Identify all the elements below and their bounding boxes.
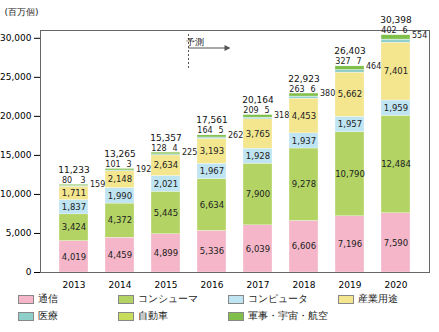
svg-text:2017: 2017: [247, 280, 270, 290]
svg-text:5: 5: [218, 126, 223, 135]
svg-text:2,634: 2,634: [154, 160, 178, 170]
svg-text:5,662: 5,662: [338, 89, 362, 99]
svg-text:20,164: 20,164: [242, 95, 274, 105]
svg-text:159: 159: [90, 180, 105, 189]
svg-text:11,233: 11,233: [58, 165, 90, 175]
svg-text:3,193: 3,193: [200, 146, 224, 156]
svg-text:9,278: 9,278: [292, 179, 316, 189]
svg-text:3,424: 3,424: [62, 222, 86, 232]
svg-text:262: 262: [228, 131, 243, 140]
svg-text:予測: 予測: [186, 37, 204, 47]
svg-text:128: 128: [151, 144, 166, 153]
svg-text:1,967: 1,967: [200, 166, 224, 176]
svg-text:4,372: 4,372: [108, 215, 132, 225]
svg-text:464: 464: [366, 62, 381, 71]
html-text:コンシューマ: コンシューマ: [138, 293, 198, 304]
svg-text:5: 5: [264, 106, 269, 115]
html-text:通信: 通信: [38, 293, 58, 304]
svg-text:2,148: 2,148: [108, 174, 132, 184]
svg-text:263: 263: [289, 85, 304, 94]
svg-text:327: 327: [335, 57, 350, 66]
svg-text:1,837: 1,837: [62, 202, 86, 212]
svg-text:380: 380: [320, 89, 335, 98]
html-text:コンピュータ: コンピュータ: [248, 293, 308, 304]
svg-text:554: 554: [412, 31, 427, 40]
svg-text:(百万個): (百万個): [5, 7, 39, 17]
svg-text:2019: 2019: [339, 280, 362, 290]
svg-text:10,000: 10,000: [0, 189, 32, 199]
svg-text:225: 225: [182, 148, 197, 157]
svg-text:5,445: 5,445: [154, 208, 178, 218]
svg-text:3,765: 3,765: [246, 129, 270, 139]
svg-text:22,923: 22,923: [288, 74, 320, 84]
svg-text:3: 3: [80, 176, 85, 185]
svg-text:1,990: 1,990: [108, 191, 132, 201]
svg-text:26,403: 26,403: [334, 46, 366, 56]
svg-text:1,959: 1,959: [384, 103, 408, 113]
svg-text:4,459: 4,459: [108, 250, 132, 260]
svg-text:3: 3: [126, 160, 131, 169]
html-text:医療: 医療: [38, 310, 58, 321]
svg-text:6: 6: [310, 85, 315, 94]
svg-text:164: 164: [197, 126, 212, 135]
svg-text:30,000: 30,000: [0, 33, 32, 43]
svg-text:2018: 2018: [293, 280, 316, 290]
svg-text:5,000: 5,000: [6, 228, 32, 238]
svg-text:7,401: 7,401: [384, 66, 408, 76]
svg-text:7,590: 7,590: [384, 238, 408, 248]
svg-text:2015: 2015: [155, 280, 178, 290]
svg-text:318: 318: [274, 111, 289, 120]
svg-text:2014: 2014: [109, 280, 132, 290]
svg-text:15,357: 15,357: [150, 133, 182, 143]
svg-text:1,928: 1,928: [246, 151, 270, 161]
svg-text:2020: 2020: [385, 280, 408, 290]
svg-text:30,398: 30,398: [380, 15, 412, 25]
svg-text:2013: 2013: [63, 280, 86, 290]
svg-text:6,039: 6,039: [246, 244, 270, 254]
svg-text:4,019: 4,019: [62, 252, 86, 262]
svg-text:7: 7: [356, 57, 361, 66]
svg-text:192: 192: [136, 165, 151, 174]
svg-text:20,000: 20,000: [0, 111, 32, 121]
svg-text:25,000: 25,000: [0, 72, 32, 82]
svg-text:6,606: 6,606: [292, 241, 316, 251]
svg-text:7,196: 7,196: [338, 239, 362, 249]
svg-text:1,711: 1,711: [62, 188, 86, 198]
html-text:産業用途: 産業用途: [358, 293, 398, 304]
svg-text:209: 209: [243, 106, 258, 115]
svg-text:4: 4: [172, 144, 177, 153]
svg-text:13,265: 13,265: [104, 149, 136, 159]
svg-text:1,937: 1,937: [292, 136, 316, 146]
svg-text:12,484: 12,484: [381, 159, 411, 169]
svg-text:7,900: 7,900: [246, 189, 270, 199]
svg-text:2016: 2016: [201, 280, 224, 290]
svg-text:5,336: 5,336: [200, 246, 224, 256]
svg-text:80: 80: [62, 176, 72, 185]
svg-text:15,000: 15,000: [0, 150, 32, 160]
svg-text:4,899: 4,899: [154, 248, 178, 258]
svg-text:17,561: 17,561: [196, 115, 228, 125]
svg-text:4,453: 4,453: [292, 111, 316, 121]
svg-text:402: 402: [381, 26, 396, 35]
svg-text:1,957: 1,957: [338, 119, 362, 129]
html-text:軍事・宇宙・航空: 軍事・宇宙・航空: [248, 310, 328, 321]
html-text:自動車: 自動車: [138, 310, 168, 321]
svg-text:10,790: 10,790: [335, 169, 365, 179]
svg-text:101: 101: [105, 160, 120, 169]
svg-text:2,021: 2,021: [154, 179, 178, 189]
svg-text:6,634: 6,634: [200, 200, 224, 210]
svg-text:0: 0: [26, 267, 32, 277]
svg-text:6: 6: [402, 26, 407, 35]
